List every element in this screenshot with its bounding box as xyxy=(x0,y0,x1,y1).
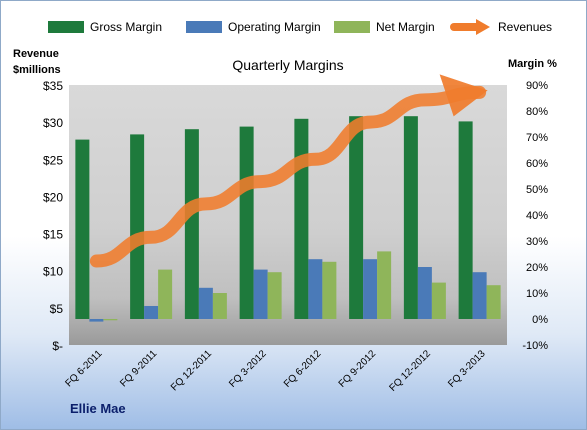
bar-net-margin xyxy=(431,282,446,319)
bar-gross-margin xyxy=(294,118,309,319)
bar-net-margin xyxy=(158,269,173,319)
x-tick-label: FQ 9-2012 xyxy=(337,348,379,390)
bar-gross-margin xyxy=(184,129,199,319)
bar-net-margin xyxy=(267,272,282,319)
bars-layer xyxy=(75,116,501,322)
chart-title: Quarterly Margins xyxy=(232,57,343,73)
right-tick-label: 20% xyxy=(526,262,548,274)
left-tick-label: $30 xyxy=(43,116,63,130)
legend-swatch-revenues-arrow xyxy=(476,19,490,35)
bar-gross-margin xyxy=(75,139,90,319)
right-axis-title: Margin % xyxy=(508,58,557,70)
bar-operating-margin xyxy=(253,269,268,319)
left-tick-label: $10 xyxy=(43,265,63,279)
right-tick-label: 30% xyxy=(526,236,548,248)
bar-operating-margin xyxy=(198,287,213,319)
right-tick-label: -10% xyxy=(522,340,548,352)
legend-swatch-gross-margin xyxy=(48,21,84,33)
left-tick-label: $20 xyxy=(43,190,63,204)
x-axis-ticks: FQ 6-2011 FQ 9-2011 FQ 12-2011 FQ 3-2012 FQ … xyxy=(63,348,488,394)
legend-label: Revenues xyxy=(498,20,552,34)
right-axis-ticks: -10% 0% 10% 20% 30% 40% 50% 60% 70% 80% 90% xyxy=(522,80,548,352)
bar-gross-margin xyxy=(130,134,145,319)
left-tick-label: $- xyxy=(52,339,63,353)
bar-gross-margin xyxy=(349,116,364,319)
bar-operating-margin xyxy=(308,259,323,319)
legend-label: Net Margin xyxy=(376,20,435,34)
bar-gross-margin xyxy=(239,126,254,319)
right-tick-label: 10% xyxy=(526,288,548,300)
company-name: Ellie Mae xyxy=(70,401,126,416)
legend-swatch-net-margin xyxy=(334,21,370,33)
left-axis-title-line1: Revenue xyxy=(13,48,59,60)
right-tick-label: 40% xyxy=(526,210,548,222)
x-tick-label: FQ 12-2011 xyxy=(169,348,214,393)
left-tick-label: $25 xyxy=(43,153,63,167)
right-tick-label: 60% xyxy=(526,158,548,170)
revenues-line-layer xyxy=(89,74,488,268)
x-tick-label: FQ 12-2012 xyxy=(387,348,433,394)
right-tick-label: 0% xyxy=(532,314,548,326)
bar-net-margin xyxy=(103,319,118,321)
bar-gross-margin xyxy=(458,121,473,320)
bar-net-margin xyxy=(212,293,227,319)
right-tick-label: 50% xyxy=(526,184,548,196)
revenues-arrowhead xyxy=(439,74,488,117)
left-tick-label: $5 xyxy=(50,302,64,316)
bar-operating-margin xyxy=(417,267,432,319)
x-tick-label: FQ 6-2011 xyxy=(63,348,104,389)
bar-operating-margin xyxy=(89,319,104,322)
left-tick-label: $35 xyxy=(43,79,63,93)
bar-net-margin xyxy=(377,251,392,319)
legend: Gross Margin Operating Margin Net Margin Re… xyxy=(48,19,552,35)
x-tick-label: FQ 3-2012 xyxy=(227,348,269,390)
bar-net-margin xyxy=(322,261,337,319)
legend-label: Operating Margin xyxy=(228,20,321,34)
x-tick-label: FQ 9-2011 xyxy=(118,348,159,389)
legend-label: Gross Margin xyxy=(90,20,162,34)
bar-net-margin xyxy=(486,285,501,319)
left-axis-ticks: $- $5 $10 $15 $20 $25 $30 $35 xyxy=(43,79,63,353)
left-tick-label: $15 xyxy=(43,228,63,242)
bar-operating-margin xyxy=(144,306,159,319)
x-tick-label: FQ 3-2013 xyxy=(446,348,488,390)
right-tick-label: 80% xyxy=(526,106,548,118)
revenues-line xyxy=(89,85,487,268)
bar-operating-margin xyxy=(472,272,487,319)
left-axis-title-line2: $millions xyxy=(13,64,61,76)
x-tick-label: FQ 6-2012 xyxy=(282,348,324,390)
legend-swatch-operating-margin xyxy=(186,21,222,33)
right-tick-label: 90% xyxy=(526,80,548,92)
bar-gross-margin xyxy=(403,116,418,319)
right-tick-label: 70% xyxy=(526,132,548,144)
bar-operating-margin xyxy=(363,259,378,319)
